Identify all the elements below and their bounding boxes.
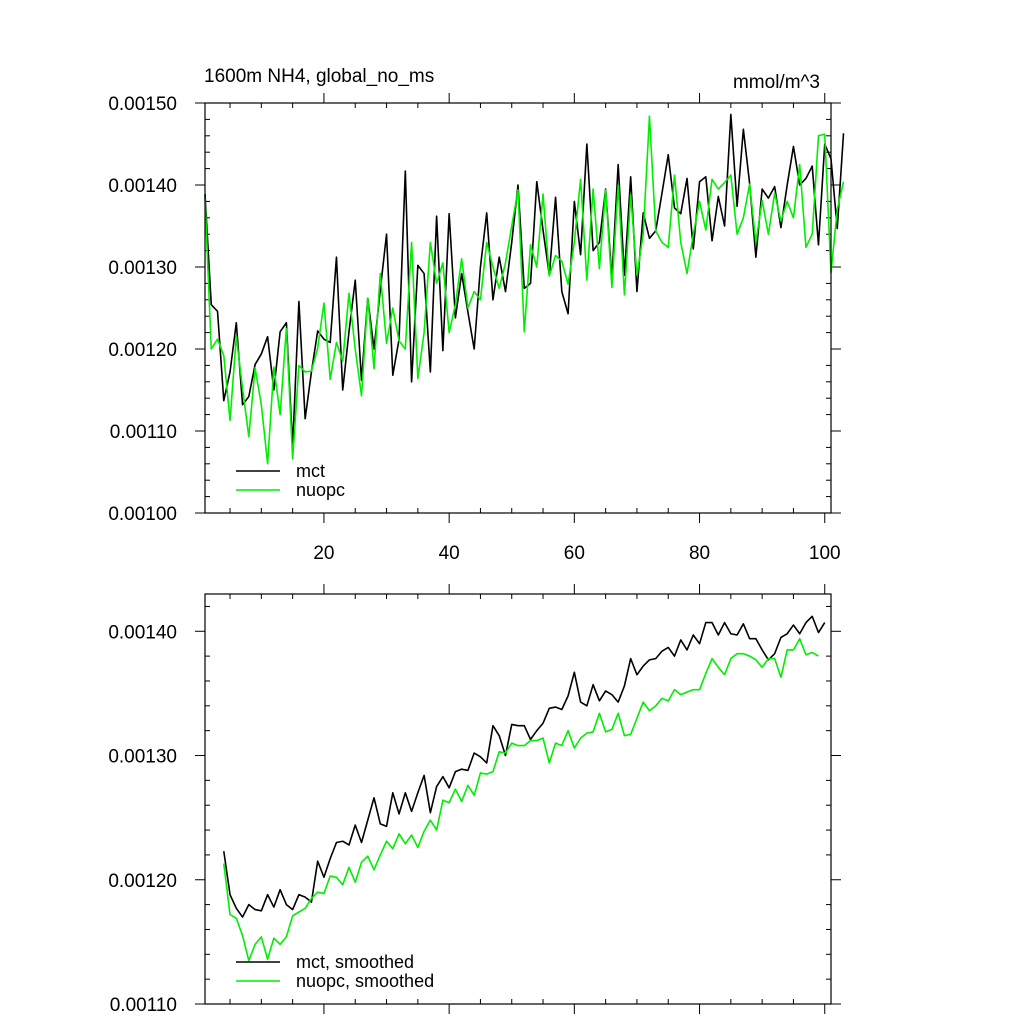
x-tick-label: 80 bbox=[689, 543, 710, 564]
x-tick-label: 60 bbox=[564, 543, 585, 564]
chart-title: 1600m NH4, global_no_ms bbox=[204, 66, 434, 87]
bottom-series bbox=[222, 615, 826, 962]
y-tick-label: 0.00130 bbox=[108, 258, 177, 279]
series-line-nuopc bbox=[222, 637, 819, 962]
legend-label: mct bbox=[296, 461, 325, 481]
x-tick-label: 20 bbox=[313, 543, 334, 564]
top-series bbox=[204, 113, 845, 465]
y-tick-label: 0.00130 bbox=[108, 747, 177, 768]
series-line-nuopc bbox=[204, 115, 845, 465]
x-tick-label: 40 bbox=[439, 543, 460, 564]
y-tick-label: 0.00120 bbox=[108, 871, 177, 892]
top-plot-frame bbox=[204, 102, 832, 514]
y-tick-label: 0.00110 bbox=[110, 422, 177, 443]
y-tick-label: 0.00100 bbox=[108, 504, 177, 525]
top-y-tick-labels: 0.00100 0.00110 0.00120 0.00130 0.00140 0.001… bbox=[108, 94, 177, 525]
units-label: mmol/m^3 bbox=[733, 72, 820, 93]
y-tick-label: 0.00140 bbox=[108, 622, 177, 643]
bottom-plot-frame bbox=[204, 593, 832, 1005]
x-tick-label: 100 bbox=[809, 543, 841, 564]
y-tick-label: 0.00140 bbox=[108, 176, 177, 197]
bottom-panel: 0.00110 0.00120 0.00130 0.00140 mct, smooth… bbox=[108, 584, 841, 1016]
y-tick-label: 0.00120 bbox=[108, 340, 177, 361]
legend-label: nuopc, smoothed bbox=[296, 971, 434, 991]
legend-label: mct, smoothed bbox=[296, 952, 414, 972]
series-line-mct bbox=[204, 113, 845, 448]
legend-label: nuopc bbox=[296, 480, 345, 500]
y-tick-label: 0.00150 bbox=[108, 94, 177, 115]
y-tick-label: 0.00110 bbox=[110, 995, 177, 1016]
series-line-mct bbox=[222, 615, 826, 918]
bottom-axes-ticks bbox=[195, 584, 841, 1014]
bottom-y-tick-labels: 0.00110 0.00120 0.00130 0.00140 bbox=[108, 622, 177, 1016]
top-x-tick-labels: 20 40 60 80 100 bbox=[313, 543, 840, 564]
top-panel: 1600m NH4, global_no_ms mmol/m^3 0.00100… bbox=[108, 66, 845, 564]
